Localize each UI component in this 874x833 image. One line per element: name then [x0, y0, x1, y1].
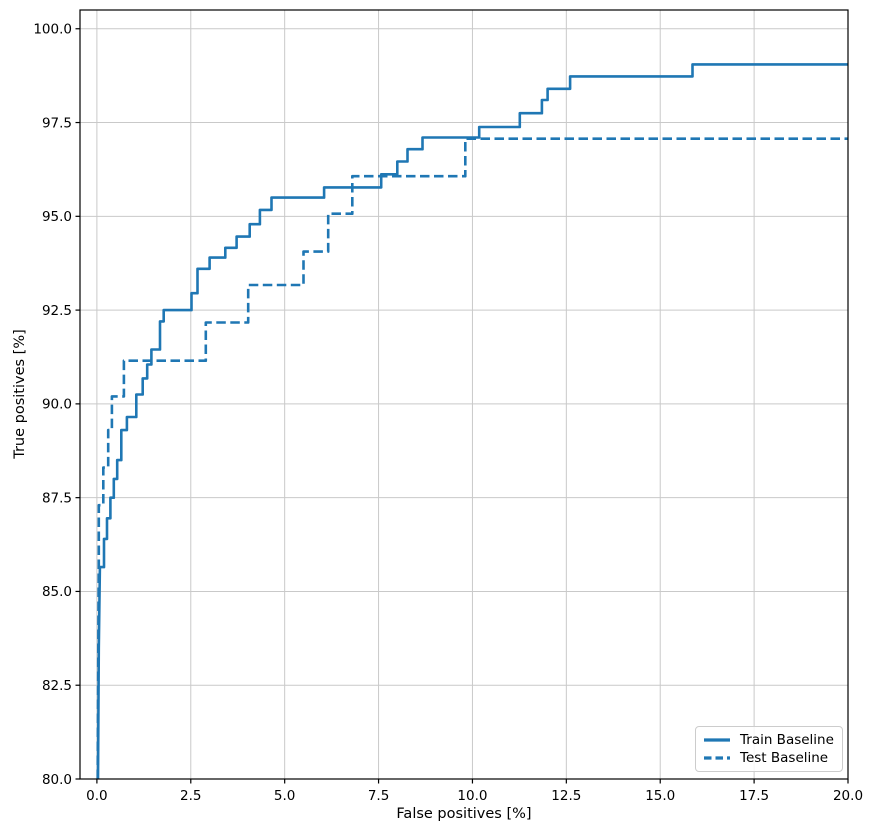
x-tick-label: 12.5: [551, 788, 581, 804]
legend: Train Baseline Test Baseline: [695, 726, 843, 772]
x-tick-label: 7.5: [368, 788, 389, 804]
y-tick-label: 87.5: [42, 490, 72, 506]
x-tick-label: 2.5: [180, 788, 201, 804]
y-axis-label: True positives [%]: [12, 329, 28, 459]
legend-label-test: Test Baseline: [740, 750, 829, 766]
x-tick-label: 20.0: [833, 788, 863, 804]
legend-label-train: Train Baseline: [740, 732, 834, 748]
solid-line-sample-icon: [704, 738, 730, 742]
x-tick-label: 17.5: [739, 788, 769, 804]
y-tick-label: 85.0: [42, 584, 72, 600]
test-baseline-curve: [96, 137, 848, 780]
y-tick-label: 100.0: [33, 22, 72, 38]
legend-item-train-baseline: Train Baseline: [703, 731, 834, 749]
plot-border: [79, 9, 849, 780]
x-tick-label: 15.0: [645, 788, 675, 804]
y-tick-label: 82.5: [42, 678, 72, 694]
y-tick-label: 90.0: [42, 397, 72, 413]
x-tick-label: 5.0: [274, 788, 295, 804]
y-tick-label: 95.0: [42, 209, 72, 225]
dashed-line-sample-icon: [704, 756, 730, 760]
train-baseline-curve: [96, 63, 848, 780]
x-axis-label: False positives [%]: [396, 806, 532, 822]
y-tick-label: 97.5: [42, 115, 72, 131]
legend-item-test-baseline: Test Baseline: [703, 749, 834, 767]
x-tick-label: 0.0: [86, 788, 107, 804]
y-tick-label: 80.0: [42, 772, 72, 788]
y-tick-label: 92.5: [42, 303, 72, 319]
x-tick-label: 10.0: [457, 788, 487, 804]
